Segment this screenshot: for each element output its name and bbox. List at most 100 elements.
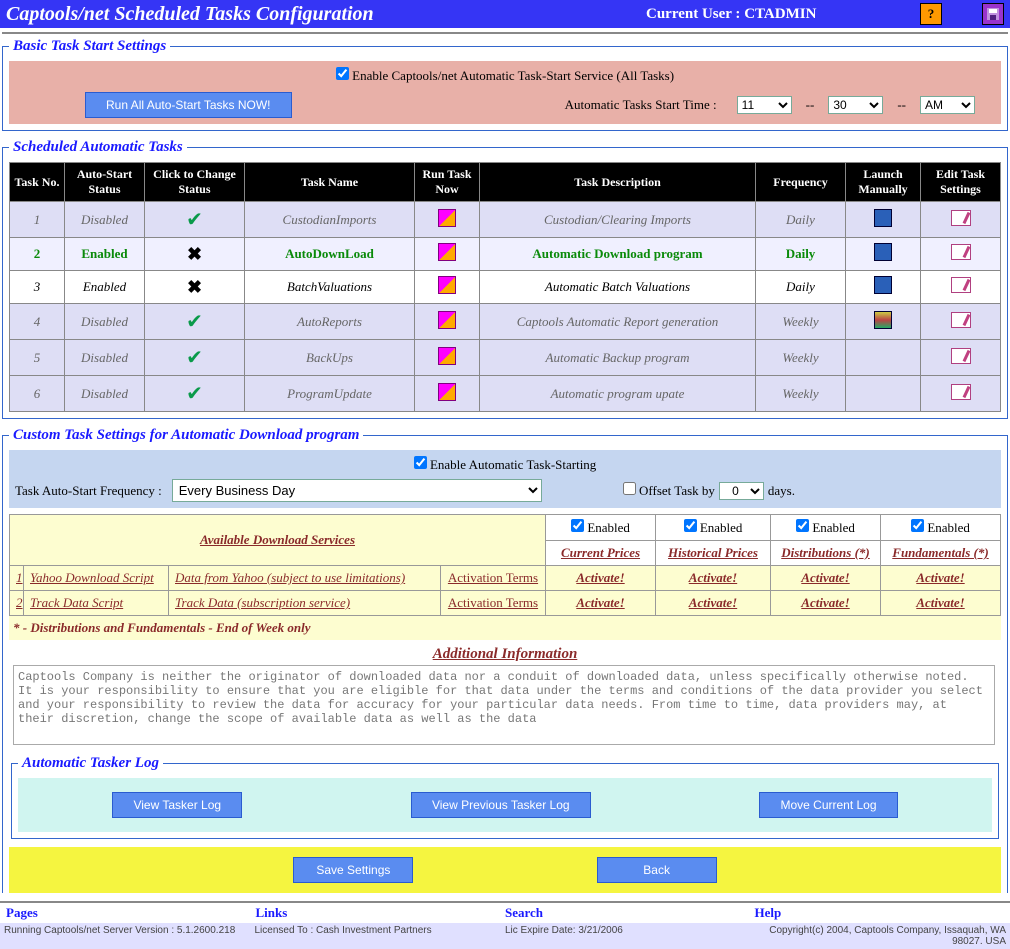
task-name: CustodianImports bbox=[245, 202, 415, 238]
activate-link[interactable]: Activate! bbox=[546, 566, 656, 591]
basic-legend: Basic Task Start Settings bbox=[9, 38, 170, 55]
save-disk-icon[interactable] bbox=[982, 3, 1004, 25]
activate-link[interactable]: Activate! bbox=[881, 566, 1001, 591]
activate-link[interactable]: Activate! bbox=[656, 591, 771, 616]
run-task-now[interactable] bbox=[415, 304, 480, 340]
service-name[interactable]: Yahoo Download Script bbox=[24, 566, 169, 591]
activate-link[interactable]: Activate! bbox=[771, 566, 881, 591]
task-header: Launch Manually bbox=[846, 163, 921, 202]
toggle-status[interactable]: ✖ bbox=[145, 238, 245, 271]
run-task-now[interactable] bbox=[415, 340, 480, 376]
enable-all-checkbox[interactable]: Enable Captools/net Automatic Task-Start… bbox=[336, 68, 674, 83]
ampm-select[interactable]: AM bbox=[920, 96, 975, 114]
task-header: Task No. bbox=[10, 163, 65, 202]
task-status: Disabled bbox=[65, 304, 145, 340]
edit-task-settings[interactable] bbox=[921, 238, 1001, 271]
footnote: * - Distributions and Fundamentals - End… bbox=[9, 616, 1001, 640]
edit-task-settings[interactable] bbox=[921, 202, 1001, 238]
view-prev-tasker-log-button[interactable]: View Previous Tasker Log bbox=[411, 792, 591, 818]
task-freq: Weekly bbox=[756, 304, 846, 340]
launch-manually[interactable] bbox=[846, 271, 921, 304]
move-current-log-button[interactable]: Move Current Log bbox=[759, 792, 897, 818]
app-title: Captools/net Scheduled Tasks Configurati… bbox=[6, 3, 646, 26]
enable-distributions[interactable]: Enabled bbox=[796, 520, 855, 535]
minute-select[interactable]: 30 bbox=[828, 96, 883, 114]
edit-task-settings[interactable] bbox=[921, 340, 1001, 376]
activate-link[interactable]: Activate! bbox=[881, 591, 1001, 616]
activation-terms[interactable]: Activation Terms bbox=[440, 591, 545, 616]
task-desc: Automatic program upate bbox=[480, 376, 756, 412]
task-freq: Daily bbox=[756, 238, 846, 271]
help-icon[interactable]: ? bbox=[920, 3, 942, 25]
task-status: Disabled bbox=[65, 340, 145, 376]
task-status: Disabled bbox=[65, 376, 145, 412]
task-name: AutoReports bbox=[245, 304, 415, 340]
service-desc[interactable]: Data from Yahoo (subject to use limitati… bbox=[169, 566, 441, 591]
nav-links[interactable]: Links bbox=[256, 905, 506, 921]
run-all-now-button[interactable]: Run All Auto-Start Tasks NOW! bbox=[85, 92, 292, 118]
run-task-now[interactable] bbox=[415, 238, 480, 271]
tasker-log-legend: Automatic Tasker Log bbox=[18, 755, 163, 772]
enable-fundamentals[interactable]: Enabled bbox=[911, 520, 970, 535]
task-row: 1Disabled✔CustodianImports Custodian/Clea… bbox=[10, 202, 1001, 238]
activate-link[interactable]: Activate! bbox=[656, 566, 771, 591]
activate-link[interactable]: Activate! bbox=[546, 591, 656, 616]
task-row: 6Disabled✔ProgramUpdateAutomatic program… bbox=[10, 376, 1001, 412]
launch-manually[interactable] bbox=[846, 238, 921, 271]
tasks-table: Task No.Auto-Start StatusClick to Change… bbox=[9, 162, 1001, 412]
nav-help[interactable]: Help bbox=[755, 905, 1005, 921]
offset-checkbox[interactable]: Offset Task by bbox=[623, 482, 715, 499]
run-task-now[interactable] bbox=[415, 376, 480, 412]
toggle-status[interactable]: ✔ bbox=[145, 340, 245, 376]
task-status: Disabled bbox=[65, 202, 145, 238]
service-desc[interactable]: Track Data (subscription service) bbox=[169, 591, 441, 616]
task-desc: Automatic Batch Valuations bbox=[480, 271, 756, 304]
save-settings-button[interactable]: Save Settings bbox=[293, 857, 413, 883]
launch-manually[interactable] bbox=[846, 304, 921, 340]
task-desc: Automatic Download program bbox=[480, 238, 756, 271]
service-name[interactable]: Track Data Script bbox=[24, 591, 169, 616]
task-freq: Daily bbox=[756, 202, 846, 238]
run-task-now[interactable] bbox=[415, 271, 480, 304]
run-task-now[interactable] bbox=[415, 202, 480, 238]
service-column-header: Current Prices bbox=[546, 541, 656, 566]
hour-select[interactable]: 11 bbox=[737, 96, 792, 114]
enable-current-prices[interactable]: Enabled bbox=[571, 520, 630, 535]
current-user: Current User : CTADMIN bbox=[646, 6, 816, 23]
task-row: 5Disabled✔BackUps Automatic Backup progra… bbox=[10, 340, 1001, 376]
nav-search[interactable]: Search bbox=[505, 905, 755, 921]
toggle-status[interactable]: ✖ bbox=[145, 271, 245, 304]
launch-manually[interactable] bbox=[846, 202, 921, 238]
enable-task-checkbox[interactable]: Enable Automatic Task-Starting bbox=[414, 457, 597, 472]
header-bar: Captools/net Scheduled Tasks Configurati… bbox=[0, 0, 1010, 28]
enable-historical-prices[interactable]: Enabled bbox=[684, 520, 743, 535]
task-name: BackUps bbox=[245, 340, 415, 376]
task-desc: Automatic Backup program bbox=[480, 340, 756, 376]
task-row: 2Enabled✖AutoDownLoadAutomatic Download … bbox=[10, 238, 1001, 271]
task-status: Enabled bbox=[65, 271, 145, 304]
edit-task-settings[interactable] bbox=[921, 376, 1001, 412]
frequency-select[interactable]: Every Business Day bbox=[172, 479, 542, 502]
task-desc: Custodian/Clearing Imports bbox=[480, 202, 756, 238]
toggle-status[interactable]: ✔ bbox=[145, 376, 245, 412]
edit-task-settings[interactable] bbox=[921, 271, 1001, 304]
service-column-header: Distributions (*) bbox=[771, 541, 881, 566]
task-no: 1 bbox=[10, 202, 65, 238]
task-no: 5 bbox=[10, 340, 65, 376]
task-name: BatchValuations bbox=[245, 271, 415, 304]
task-status: Enabled bbox=[65, 238, 145, 271]
view-tasker-log-button[interactable]: View Tasker Log bbox=[112, 792, 242, 818]
toggle-status[interactable]: ✔ bbox=[145, 304, 245, 340]
activate-link[interactable]: Activate! bbox=[771, 591, 881, 616]
additional-info-text[interactable] bbox=[13, 665, 995, 745]
task-no: 3 bbox=[10, 271, 65, 304]
nav-pages[interactable]: Pages bbox=[6, 905, 256, 921]
toggle-status[interactable]: ✔ bbox=[145, 202, 245, 238]
offset-select[interactable]: 0 bbox=[719, 482, 764, 500]
download-service-row: 1Yahoo Download ScriptData from Yahoo (s… bbox=[10, 566, 1001, 591]
task-header: Auto-Start Status bbox=[65, 163, 145, 202]
edit-task-settings[interactable] bbox=[921, 304, 1001, 340]
back-button[interactable]: Back bbox=[597, 857, 717, 883]
activation-terms[interactable]: Activation Terms bbox=[440, 566, 545, 591]
task-no: 6 bbox=[10, 376, 65, 412]
